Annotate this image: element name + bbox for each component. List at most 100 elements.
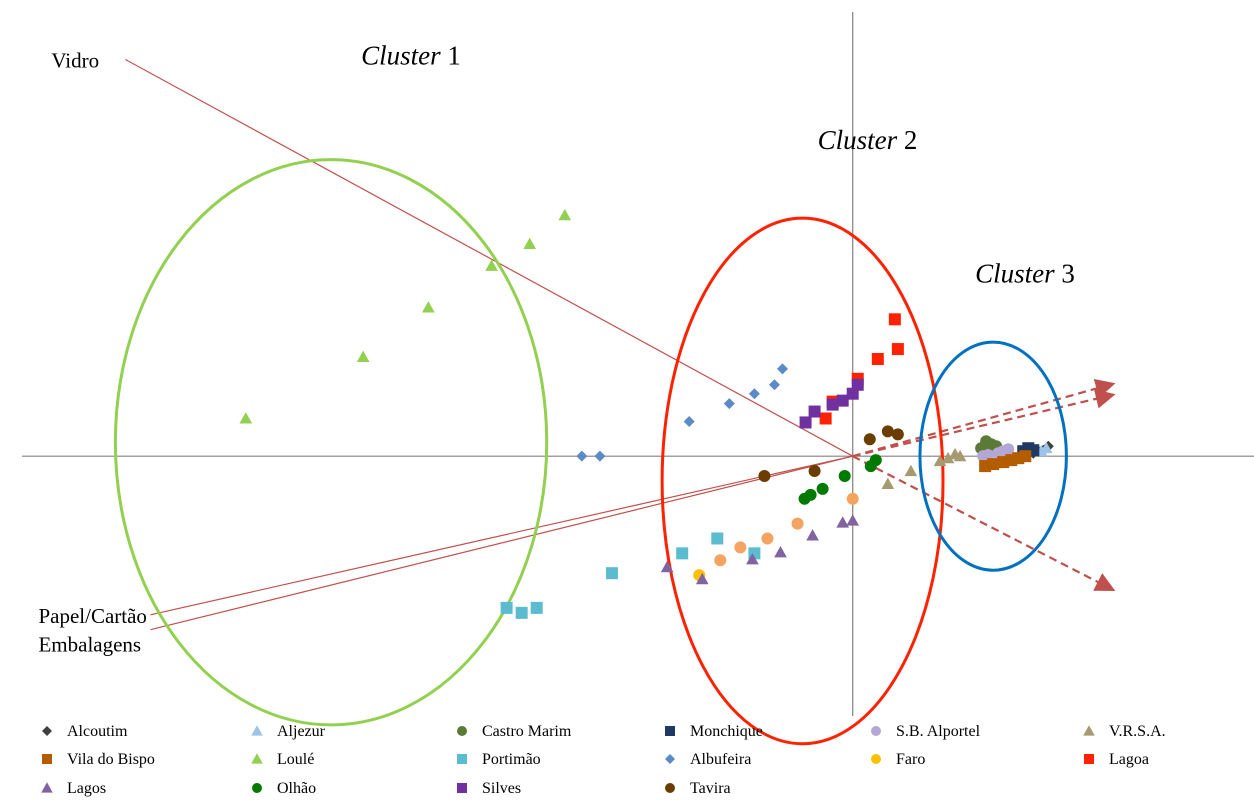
data-point bbox=[660, 560, 674, 573]
data-point bbox=[768, 379, 780, 391]
text-labels: Vidro Papel/Cartão Embalagens Cluster 1 Clus… bbox=[38, 40, 1074, 656]
legend-marker bbox=[251, 753, 263, 764]
cluster-2-ellipse bbox=[660, 216, 945, 746]
loading-vector-embalagens bbox=[150, 455, 853, 631]
loading-vector-vidro bbox=[125, 58, 854, 457]
loading-vectors bbox=[125, 58, 1116, 631]
data-point bbox=[500, 601, 513, 614]
legend-item-albufeira: Albufeira bbox=[665, 751, 751, 768]
data-point bbox=[987, 458, 1000, 471]
legend-label: Vila do Bispo bbox=[67, 751, 155, 768]
series-portimao bbox=[500, 532, 761, 619]
data-point bbox=[714, 554, 727, 567]
data-point bbox=[523, 237, 537, 250]
legend-item-portimao: Portimão bbox=[457, 751, 541, 768]
legend-label: Tavira bbox=[690, 780, 731, 797]
data-point bbox=[826, 398, 839, 411]
legend-marker bbox=[252, 783, 262, 793]
cluster-1-label: Cluster 1 bbox=[361, 40, 461, 70]
data-point bbox=[806, 529, 819, 541]
data-point bbox=[904, 464, 918, 477]
data-point bbox=[881, 477, 895, 489]
legend-item-vila-do-bispo: Vila do Bispo bbox=[42, 751, 155, 768]
data-point bbox=[846, 514, 860, 526]
data-point bbox=[239, 412, 253, 424]
series-unlabeled bbox=[714, 492, 859, 567]
series-v-r-s-a bbox=[881, 447, 967, 489]
series-olhao bbox=[798, 454, 882, 505]
legend-item-silves: Silves bbox=[457, 780, 521, 797]
data-point bbox=[746, 552, 759, 565]
loading-vector-unlabeled-3 bbox=[852, 379, 1116, 458]
cluster-2-label: Cluster 2 bbox=[818, 125, 918, 155]
legend-label: Castro Marim bbox=[482, 723, 572, 740]
data-point bbox=[881, 425, 894, 438]
data-point bbox=[941, 451, 955, 464]
series-tavira bbox=[758, 425, 904, 482]
legend-marker bbox=[251, 725, 263, 736]
data-point bbox=[863, 433, 876, 446]
legend-label: Faro bbox=[896, 751, 925, 768]
loading-vector-papel-cartao bbox=[150, 455, 853, 616]
data-point bbox=[734, 541, 747, 554]
legend-label: Lagoa bbox=[1109, 751, 1149, 768]
legend-marker bbox=[457, 754, 467, 764]
data-point bbox=[808, 405, 821, 418]
legend-marker bbox=[665, 754, 675, 764]
data-point bbox=[356, 350, 370, 363]
data-point bbox=[776, 363, 788, 375]
legend-marker bbox=[41, 782, 53, 793]
data-point bbox=[891, 343, 904, 356]
data-point bbox=[515, 606, 528, 619]
legend-marker bbox=[457, 783, 467, 793]
vector-label-vidro: Vidro bbox=[51, 49, 99, 73]
data-point bbox=[838, 470, 851, 482]
legend-label: S.B. Alportel bbox=[896, 723, 981, 740]
legend-label: Albufeira bbox=[690, 751, 751, 768]
legend-label: V.R.S.A. bbox=[1109, 723, 1166, 740]
data-point bbox=[851, 378, 864, 391]
legend-marker bbox=[42, 754, 52, 764]
data-point bbox=[1040, 441, 1053, 454]
legend-marker bbox=[1083, 725, 1095, 736]
loading-vector-unlabeled-5 bbox=[852, 455, 1116, 592]
data-point bbox=[819, 412, 832, 425]
data-point bbox=[594, 450, 606, 462]
legend-label: Lagos bbox=[67, 780, 106, 797]
cluster-3-ellipse bbox=[918, 340, 1068, 572]
legend-label: Olhão bbox=[277, 780, 316, 797]
data-point bbox=[774, 546, 787, 558]
data-point bbox=[576, 450, 588, 462]
legend-marker bbox=[42, 726, 52, 736]
series-vila-do-bispo bbox=[979, 450, 1032, 473]
data-point bbox=[953, 449, 967, 462]
data-point bbox=[804, 488, 817, 501]
legend-item-alcoutim: Alcoutim bbox=[42, 723, 128, 740]
data-point bbox=[1019, 450, 1032, 463]
vector-label-embalagens: Embalagens bbox=[38, 633, 141, 657]
legend-item-v-r-s-a: V.R.S.A. bbox=[1083, 723, 1166, 740]
legend-item-tavira: Tavira bbox=[665, 780, 731, 797]
data-point bbox=[808, 465, 821, 478]
data-point bbox=[891, 428, 904, 441]
data-point bbox=[683, 415, 695, 427]
data-point bbox=[558, 208, 572, 221]
data-point bbox=[695, 572, 709, 585]
legend-marker bbox=[871, 726, 881, 736]
legend-item-aljezur: Aljezur bbox=[251, 723, 326, 740]
legend-item-castro-marim: Castro Marim bbox=[457, 723, 572, 740]
data-points bbox=[239, 208, 1054, 619]
series-loule bbox=[239, 208, 572, 424]
legend-label: Loulé bbox=[277, 751, 314, 768]
cluster-3-label: Cluster 3 bbox=[975, 259, 1075, 289]
series-lagos bbox=[660, 514, 860, 585]
data-point bbox=[836, 394, 849, 407]
legend-item-lagoa: Lagoa bbox=[1084, 751, 1149, 768]
data-point bbox=[676, 547, 689, 560]
data-point bbox=[869, 454, 882, 467]
data-point bbox=[530, 601, 543, 614]
legend: Alcoutim Aljezur Castro Marim Monchique S.B.… bbox=[41, 723, 1166, 797]
legend-item-faro: Faro bbox=[871, 751, 925, 768]
data-point bbox=[799, 416, 812, 429]
